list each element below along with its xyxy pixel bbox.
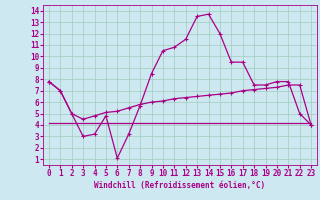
X-axis label: Windchill (Refroidissement éolien,°C): Windchill (Refroidissement éolien,°C)	[94, 181, 266, 190]
